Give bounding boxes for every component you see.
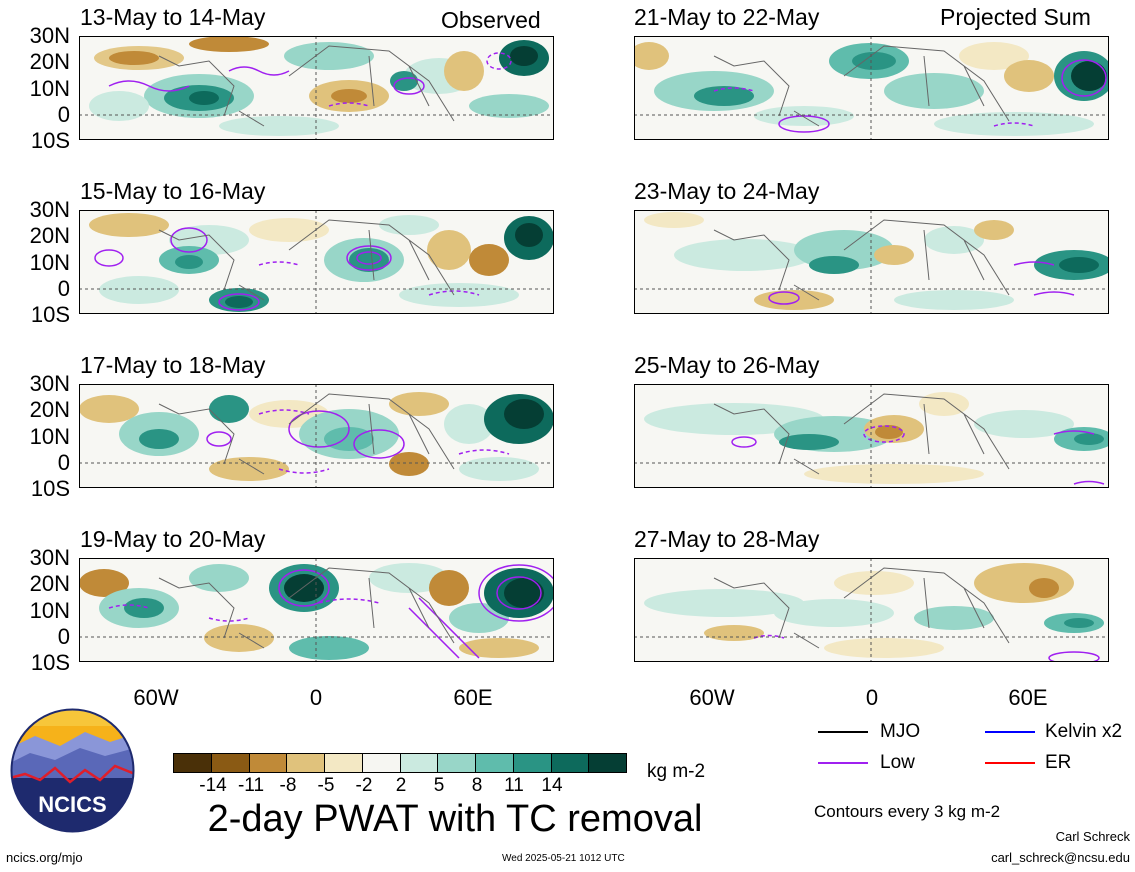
map-panel-projected-2 (634, 210, 1109, 314)
map-panel-projected-1 (634, 36, 1109, 140)
lat-label: 0 (57, 102, 70, 127)
map-panel-projected-4 (634, 558, 1109, 662)
colorbar-label: 2 (395, 775, 407, 796)
map-panel-observed-4 (79, 558, 554, 662)
observed-label: Observed (441, 7, 541, 33)
mjo-legend-line (818, 731, 868, 733)
lat-label: 20N (29, 571, 70, 596)
footer-email[interactable]: carl_schreck@ncsu.edu (991, 850, 1130, 865)
panel-title-proj-3: 25-May to 26-May (634, 352, 820, 378)
lat-label: 0 (57, 276, 70, 301)
colorbar-label: 11 (504, 775, 524, 796)
footer-author: Carl Schreck (1055, 829, 1130, 844)
colorbar-label: 14 (541, 775, 563, 796)
er-legend-label: ER (1045, 752, 1072, 773)
colorbar-swatch (512, 754, 551, 772)
colorbar-label: -11 (237, 775, 265, 796)
lat-label: 20N (29, 223, 70, 248)
lat-label: 0 (57, 450, 70, 475)
map-panel-projected-3 (634, 384, 1109, 488)
colorbar-swatch (248, 754, 287, 772)
lat-label: 10N (29, 76, 70, 101)
colorbar (173, 753, 627, 773)
lat-label: 30N (29, 371, 70, 396)
lat-label: 20N (29, 49, 70, 74)
colorbar-label: -5 (317, 775, 335, 796)
kelvin-legend-label: Kelvin x2 (1045, 721, 1123, 742)
panel-title-proj-2: 23-May to 24-May (634, 178, 820, 204)
lon-label: 60E (453, 685, 493, 710)
lat-label: 10S (30, 128, 70, 153)
colorbar-label: 8 (471, 775, 483, 796)
lat-label: 30N (29, 23, 70, 48)
colorbar-swatch (361, 754, 400, 772)
map-panel-observed-1 (79, 36, 554, 140)
lon-label: 0 (309, 685, 323, 710)
lon-label: 0 (865, 685, 879, 710)
panel-title-obs-1: 13-May to 14-May (80, 4, 266, 30)
lat-label: 10N (29, 598, 70, 623)
colorbar-label: -2 (355, 775, 373, 796)
lat-label: 30N (29, 545, 70, 570)
colorbar-swatch (399, 754, 438, 772)
low-legend-line (818, 762, 868, 764)
colorbar-swatch (210, 754, 249, 772)
logo-text: NCICS (38, 792, 106, 817)
lat-label: 10N (29, 250, 70, 275)
colorbar-label: 5 (433, 775, 445, 796)
projected-label: Projected Sum (940, 4, 1091, 30)
colorbar-swatch (174, 754, 211, 772)
mjo-legend-label: MJO (880, 721, 921, 742)
footer-timestamp: Wed 2025-05-21 1012 UTC (502, 853, 625, 864)
lat-label: 10S (30, 650, 70, 675)
colorbar-swatch (475, 754, 513, 772)
footer-url[interactable]: ncics.org/mjo (6, 850, 83, 865)
lat-label: 20N (29, 397, 70, 422)
lat-label: 10S (30, 302, 70, 327)
ncics-logo: NCICS (10, 708, 135, 833)
colorbar-units: kg m-2 (647, 761, 706, 782)
panel-title-proj-1: 21-May to 22-May (634, 4, 820, 30)
lat-label: 0 (57, 624, 70, 649)
lon-label: 60W (133, 685, 179, 710)
panel-title-obs-2: 15-May to 16-May (80, 178, 266, 204)
colorbar-swatch (588, 754, 626, 772)
contours-note: Contours every 3 kg m-2 (814, 802, 1001, 821)
lat-label: 10S (30, 476, 70, 501)
panel-title-obs-3: 17-May to 18-May (80, 352, 266, 378)
colorbar-swatch (286, 754, 324, 772)
panel-title-obs-4: 19-May to 20-May (80, 526, 266, 552)
er-legend-line (985, 762, 1035, 764)
main-title: 2-day PWAT with TC removal (207, 798, 703, 840)
map-panel-observed-2 (79, 210, 554, 314)
colorbar-swatch (550, 754, 589, 772)
low-legend-label: Low (880, 752, 915, 773)
map-panel-observed-3 (79, 384, 554, 488)
lat-label: 10N (29, 424, 70, 449)
panel-title-proj-4: 27-May to 28-May (634, 526, 820, 552)
colorbar-label: -14 (199, 775, 227, 796)
colorbar-swatch (324, 754, 362, 772)
lat-label: 30N (29, 197, 70, 222)
lon-label: 60W (689, 685, 735, 710)
colorbar-swatch (437, 754, 475, 772)
lon-label: 60E (1008, 685, 1048, 710)
colorbar-label: -8 (279, 775, 297, 796)
kelvin-legend-line (985, 731, 1035, 733)
